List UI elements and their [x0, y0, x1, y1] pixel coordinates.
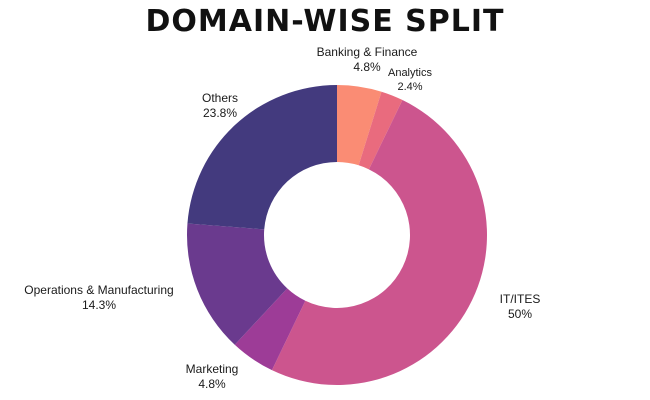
slice-others [187, 85, 337, 230]
slice-it-ites [271, 100, 487, 385]
slice-analytics [358, 91, 403, 170]
slice-label-operations-manufacturing: Operations & Manufacturing 14.3% [24, 283, 174, 312]
slice-label-it-ites: IT/ITES 50% [499, 292, 541, 321]
slice-label-analytics: Analytics 2.4% [387, 67, 433, 93]
slice-label-marketing: Marketing 4.8% [185, 362, 239, 391]
chart-title: DOMAIN-WISE SPLIT [145, 4, 505, 39]
slice-banking-finance [337, 85, 382, 166]
slice-operations-manufacturing [187, 223, 288, 345]
slice-label-others: Others 23.8% [201, 91, 238, 120]
slice-label-banking-finance: Banking & Finance 4.8% [316, 45, 418, 74]
slice-marketing [234, 288, 306, 371]
